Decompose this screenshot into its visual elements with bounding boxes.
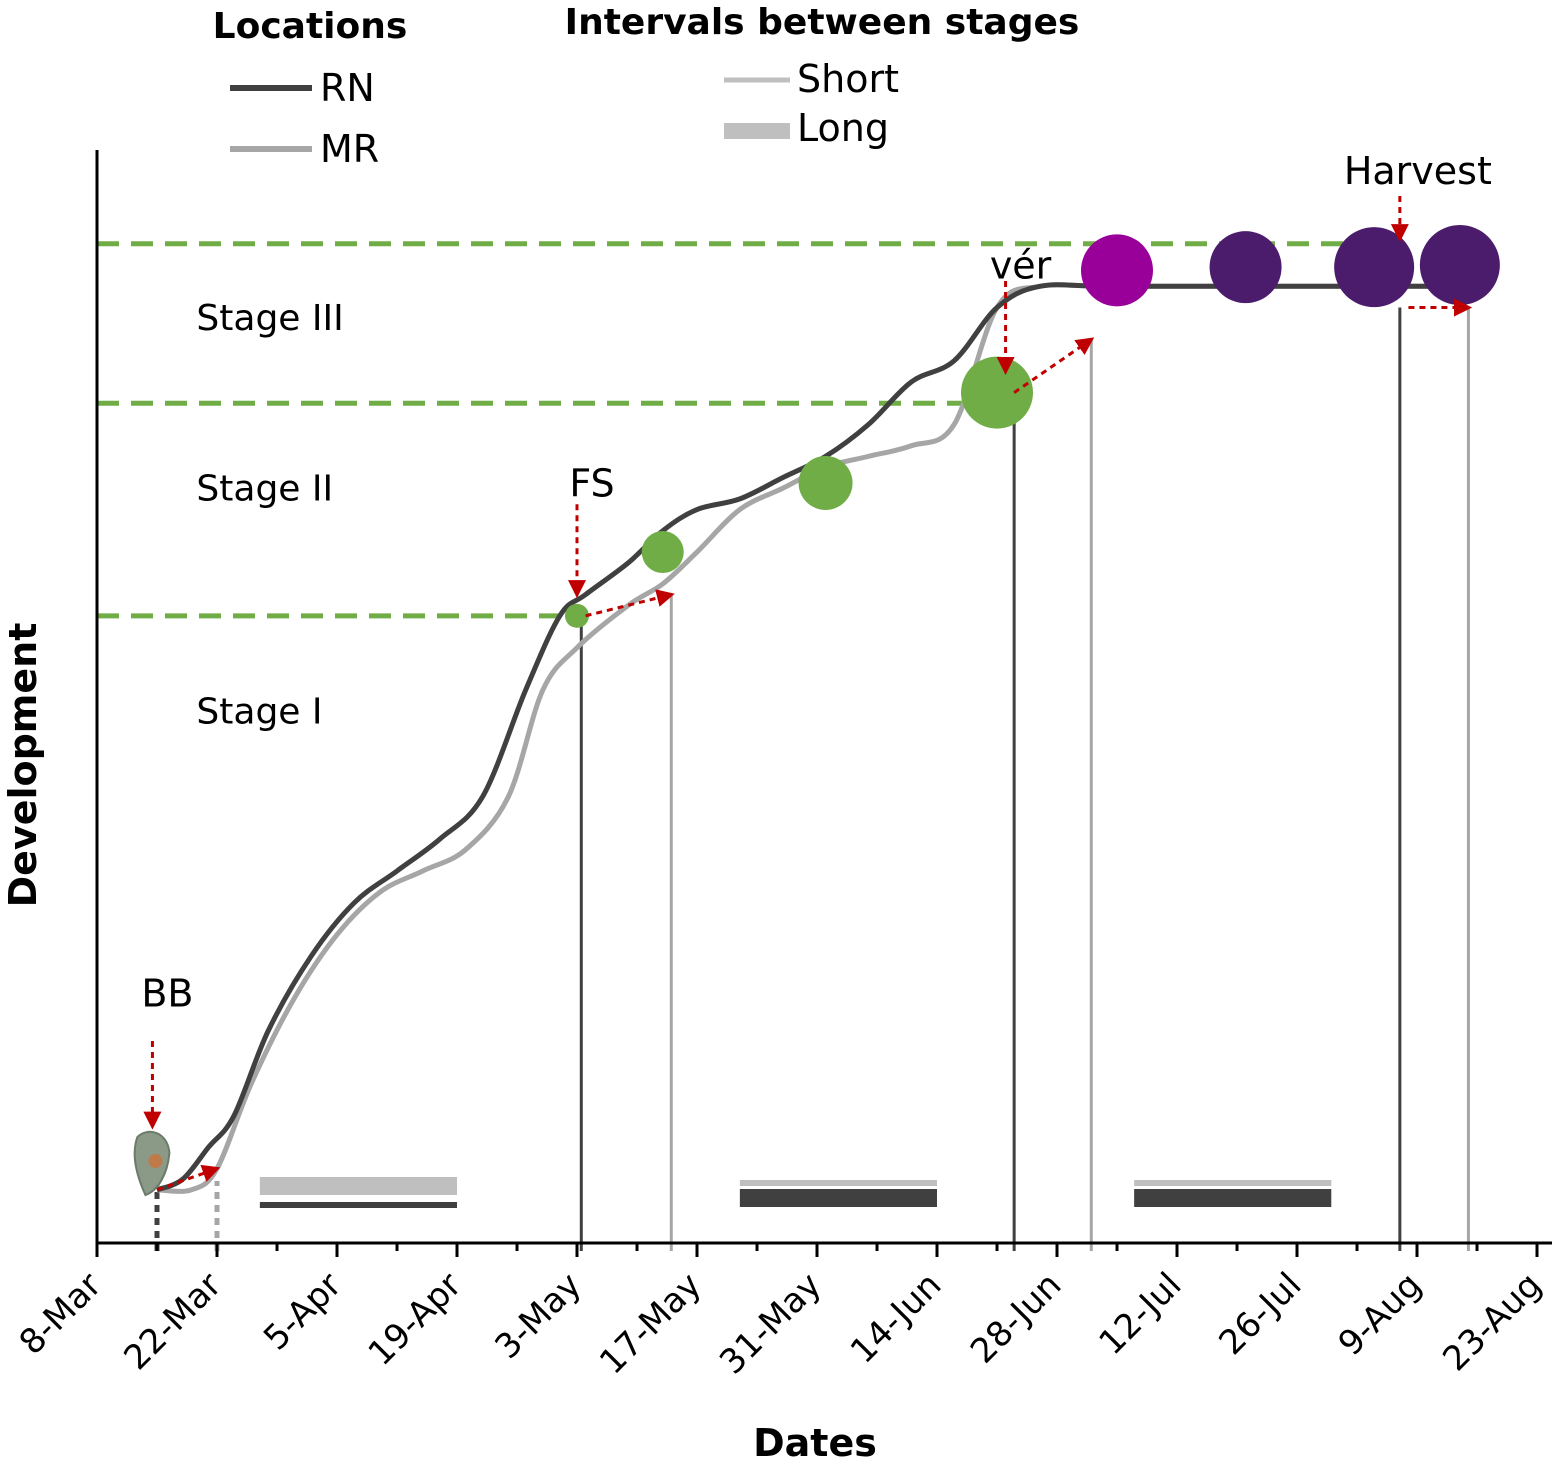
stage-dot-4	[961, 356, 1033, 429]
stage-dot-3	[798, 455, 853, 510]
x-tick-label-4: 19-Apr	[361, 1265, 470, 1374]
x-tick-label-7: 31-May	[712, 1265, 829, 1382]
stage-dot-2	[641, 531, 684, 574]
x-tick-label-6: 17-May	[592, 1265, 709, 1382]
event-label-bb: BB	[141, 972, 193, 1016]
x-tick-label-11: 26-Jul	[1211, 1265, 1309, 1363]
x-tick-label-2: 22-Mar	[116, 1265, 229, 1378]
event-label-vr: vér	[990, 243, 1052, 287]
stage-label-1: Stage I	[196, 692, 322, 733]
x-axis-label: Dates	[753, 1421, 877, 1461]
event-label-fs: FS	[569, 461, 614, 505]
shift-arrow-2	[585, 589, 675, 618]
x-tick-label-3: 5-Apr	[256, 1265, 349, 1358]
series-line-mr	[156, 282, 1469, 1194]
x-tick-label-8: 14-Jun	[843, 1265, 949, 1371]
stage-label-2: Stage II	[196, 468, 333, 509]
y-axis-label: Development	[1, 623, 45, 908]
x-tick-label-9: 28-Jun	[963, 1265, 1069, 1371]
stage-dot-1	[565, 603, 589, 628]
interval-bar-top-2	[739, 1180, 937, 1186]
interval-bar-top-3	[1134, 1180, 1332, 1186]
x-tick-label-10: 12-Jul	[1091, 1265, 1189, 1363]
legend-intervals-title: Intervals between stages	[565, 2, 1080, 43]
series-line-rn	[156, 282, 1469, 1193]
legend-mr-label: MR	[320, 127, 379, 171]
interval-bar-bottom-1	[259, 1202, 457, 1208]
x-tick-label-1: 8-Mar	[12, 1265, 110, 1363]
x-tick-label-5: 3-May	[487, 1265, 589, 1367]
stage-dot-7	[1334, 227, 1415, 308]
stage-dot-8	[1419, 225, 1500, 306]
bud-burst-image-detail	[148, 1154, 163, 1168]
interval-bar-bottom-3	[1134, 1189, 1332, 1207]
interval-bar-bottom-2	[739, 1189, 937, 1207]
legend-locations-title: Locations	[213, 6, 408, 47]
legend-short-label: Short	[797, 57, 899, 101]
interval-bar-top-1	[259, 1177, 457, 1195]
event-label-harvest: Harvest	[1344, 149, 1492, 193]
plot-area: Stage I Stage II Stage III 8-Mar 22-Mar 5-Apr…	[12, 149, 1552, 1382]
stage-dot-5	[1081, 234, 1153, 307]
shift-arrow-3	[1013, 337, 1095, 394]
legend-rn-label: RN	[320, 66, 375, 110]
x-tick-label-13: 23-Aug	[1435, 1265, 1549, 1379]
legend-long-label: Long	[797, 106, 889, 150]
x-tick-label-12: 9-Aug	[1331, 1265, 1430, 1364]
stage-dot-6	[1209, 231, 1282, 304]
stage-label-3: Stage III	[196, 298, 343, 339]
